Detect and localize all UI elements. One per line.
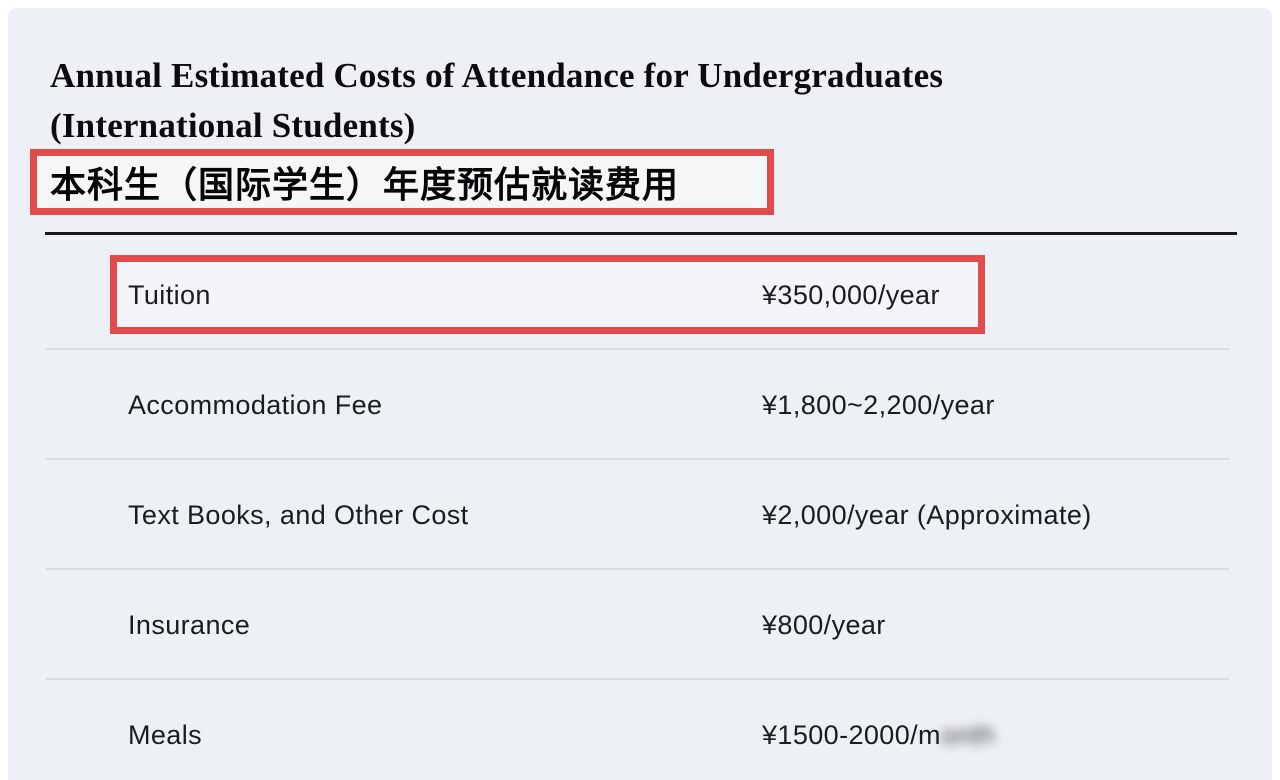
- row-value: ¥1500-2000/month: [762, 720, 995, 751]
- row-value: ¥2,000/year (Approximate): [762, 499, 1092, 530]
- row-value-blurred: onth: [940, 719, 996, 750]
- tuition-annotation-box: [110, 255, 985, 334]
- content-card: Annual Estimated Costs of Attendance for…: [8, 8, 1272, 780]
- table-row-insurance: Insurance ¥800/year: [8, 570, 1272, 680]
- row-value: ¥800/year: [762, 609, 886, 640]
- row-label: Meals: [128, 719, 203, 750]
- page-title-line2: (International Students): [50, 106, 416, 145]
- table-row-accommodation: Accommodation Fee ¥1,800~2,200/year: [8, 350, 1272, 460]
- row-value-visible: ¥1500-2000/m: [762, 719, 941, 750]
- table-row-tuition: Tuition ¥350,000/year: [8, 240, 1272, 350]
- table-row-textbooks: Text Books, and Other Cost ¥2,000/year (…: [8, 460, 1272, 570]
- row-label: Insurance: [128, 609, 251, 640]
- cost-table: Tuition ¥350,000/year Accommodation Fee …: [8, 240, 1272, 780]
- subtitle-annotation-box: 本科生（国际学生）年度预估就读费用: [30, 149, 774, 215]
- title-underline-rule: [45, 232, 1237, 235]
- row-label: Text Books, and Other Cost: [128, 499, 469, 530]
- row-label: Accommodation Fee: [128, 389, 383, 420]
- row-value: ¥1,800~2,200/year: [762, 389, 995, 420]
- table-row-meals: Meals ¥1500-2000/month: [8, 680, 1272, 780]
- row-label: Tuition: [128, 279, 211, 310]
- page-title-line1: Annual Estimated Costs of Attendance for…: [50, 56, 944, 95]
- row-value: ¥350,000/year: [762, 279, 940, 310]
- subtitle-chinese: 本科生（国际学生）年度预估就读费用: [50, 164, 680, 205]
